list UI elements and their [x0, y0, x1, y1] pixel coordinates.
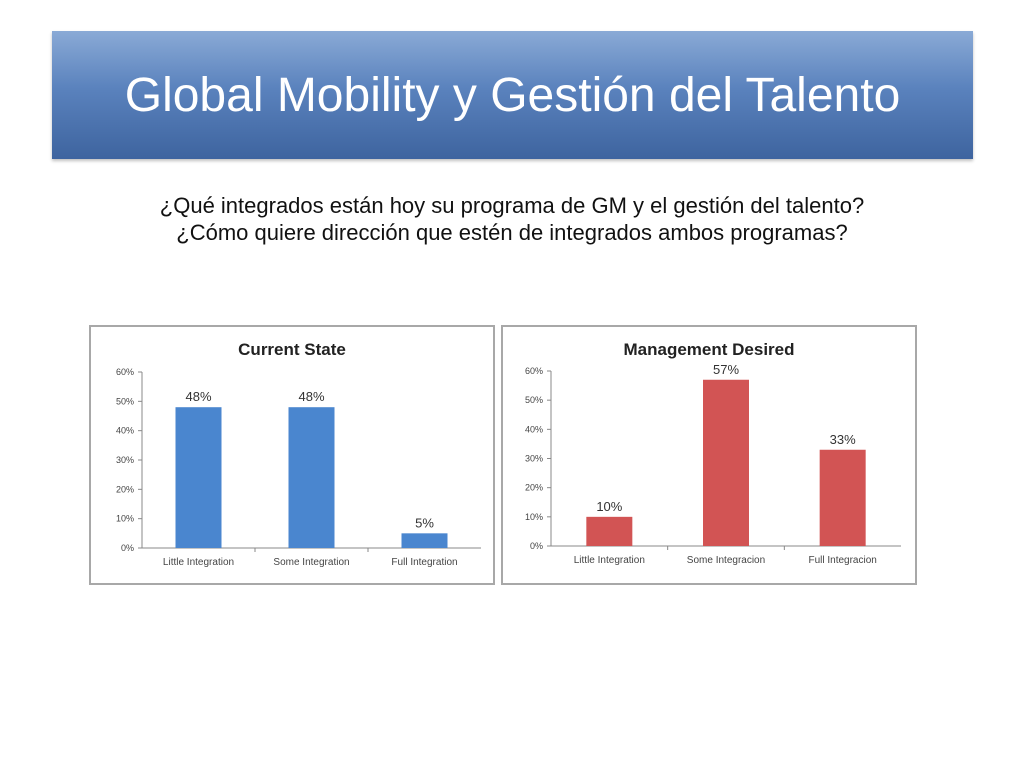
chart-title: Management Desired [624, 340, 795, 359]
bar-3 [401, 533, 448, 548]
bar-2 [703, 379, 749, 546]
data-label-3: 5% [415, 515, 434, 530]
slide-title: Global Mobility y Gestión del Talento [124, 68, 901, 122]
current-state-chart-svg: Current State 0% 10% 20% 30% 40% 50% 60% 48% Litt… [116, 340, 481, 568]
question-desired: ¿Cómo quiere dirección que estén de inte… [176, 220, 848, 245]
category-label-2: Some Integracion [687, 555, 765, 566]
y-tick-label: 60% [116, 367, 134, 377]
bar-2 [288, 407, 335, 548]
category-label-1: Little Integration [574, 555, 645, 566]
category-label-3: Full Integracion [808, 555, 876, 566]
bar-1 [586, 516, 633, 546]
y-tick-label: 10% [525, 512, 543, 522]
y-tick-label: 0% [121, 543, 134, 553]
category-label-2: Some Integration [273, 557, 349, 568]
management-desired-chart-svg: Management Desired 0% 10% 20% 30% 40% 50% 60% 10… [525, 340, 901, 566]
slide-questions: ¿Qué integrados están hoy su programa de… [60, 192, 964, 246]
bar-1 [175, 407, 222, 548]
y-tick-label: 0% [530, 541, 543, 551]
data-label-1: 48% [185, 389, 211, 404]
current-state-chart: Current State 0% 10% 20% 30% 40% 50% 60% 48% Litt… [89, 325, 495, 585]
y-tick-label: 60% [525, 366, 543, 376]
question-current: ¿Qué integrados están hoy su programa de… [159, 193, 865, 218]
data-label-2: 48% [298, 389, 324, 404]
y-tick-label: 10% [116, 514, 134, 524]
y-tick-label: 40% [525, 424, 543, 434]
data-label-2: 57% [713, 362, 739, 377]
data-label-3: 33% [830, 432, 856, 447]
data-label-1: 10% [596, 499, 622, 514]
y-tick-label: 20% [525, 483, 543, 493]
y-tick-label: 30% [525, 454, 543, 464]
category-label-1: Little Integration [163, 557, 234, 568]
chart-title: Current State [238, 340, 346, 359]
category-label-3: Full Integration [391, 557, 457, 568]
bar-3 [819, 449, 866, 546]
management-desired-chart: Management Desired 0% 10% 20% 30% 40% 50% 60% 10… [501, 325, 917, 585]
y-tick-label: 50% [525, 395, 543, 405]
y-tick-label: 20% [116, 484, 134, 494]
y-tick-label: 30% [116, 455, 134, 465]
y-tick-label: 40% [116, 426, 134, 436]
y-tick-label: 50% [116, 396, 134, 406]
title-bar: Global Mobility y Gestión del Talento [52, 31, 973, 159]
